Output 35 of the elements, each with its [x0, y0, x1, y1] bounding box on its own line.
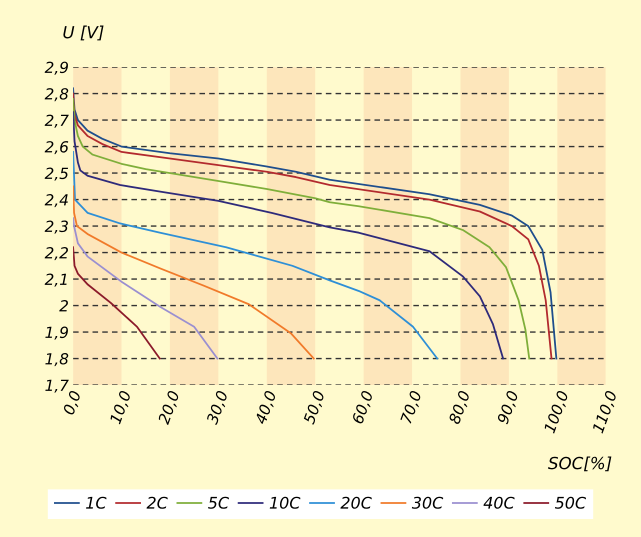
y-tick-label: 2,8 — [44, 88, 68, 102]
y-tick-label: 2,2 — [44, 247, 68, 260]
y-tick-label: 2,1 — [44, 274, 67, 287]
x-tick-label: 20,0 — [157, 390, 182, 426]
x-tick-label: 0,0 — [62, 390, 83, 416]
x-tick-label: 60,0 — [351, 390, 375, 425]
y-tick-label: 2,6 — [44, 141, 68, 154]
legend-label: 30C — [412, 496, 444, 509]
x-tick-label: 50,0 — [302, 390, 326, 426]
x-axis-title: SOC[%] — [548, 456, 612, 472]
y-tick-label: 2,5 — [44, 168, 68, 181]
x-tick-label: 30,0 — [206, 390, 230, 426]
x-tick-label: 90,0 — [496, 390, 520, 426]
y-tick-label: 2 — [59, 300, 68, 312]
x-tick-label: 100,0 — [543, 390, 570, 434]
y-tick-label: 1,7 — [45, 380, 69, 393]
y-tick-label: 2,7 — [44, 114, 69, 128]
y-tick-label: 1,8 — [45, 353, 68, 366]
legend-label: 1C — [86, 496, 107, 509]
y-tick-label: 2,3 — [44, 220, 68, 234]
x-tick-label: 10,0 — [109, 390, 133, 426]
y-tick-label: 2,9 — [44, 62, 68, 75]
y-axis-title: U [V] — [63, 26, 104, 40]
x-tick-label: 110,0 — [592, 390, 619, 434]
legend-label: 5C — [208, 496, 229, 509]
x-tick-label: 70,0 — [400, 390, 424, 424]
legend-label: 20C — [340, 496, 372, 509]
legend-label: 50C — [554, 496, 586, 509]
legend-label: 2C — [146, 496, 168, 509]
x-tick-label: 80,0 — [448, 390, 472, 426]
legend-label: 10C — [270, 496, 300, 509]
y-tick-label: 1,9 — [45, 326, 68, 340]
x-tick-label: 40,0 — [254, 390, 278, 426]
legend-label: 40C — [484, 496, 515, 509]
y-tick-label: 2,4 — [44, 194, 68, 208]
